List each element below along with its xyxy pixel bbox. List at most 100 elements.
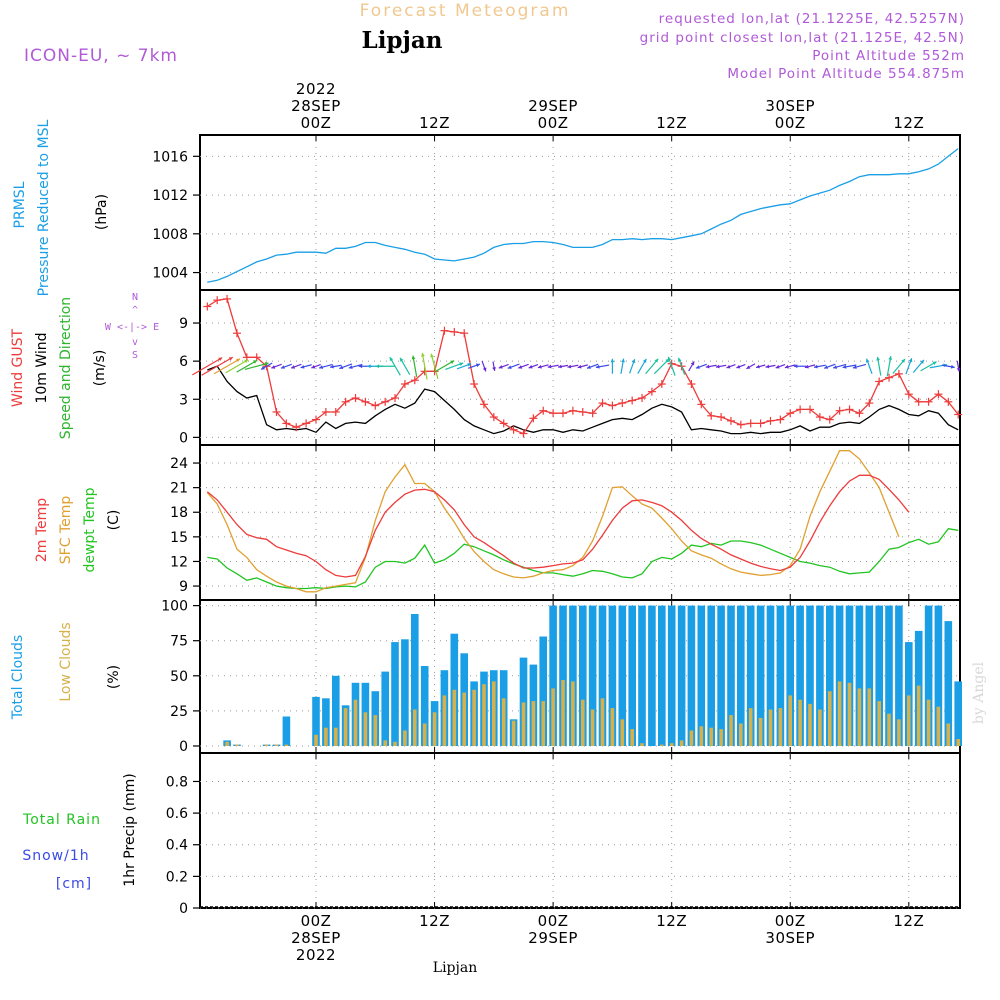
gust-marker — [282, 419, 291, 428]
wind-arrow-head — [677, 357, 682, 362]
total-cloud-bar — [756, 605, 765, 746]
wind-arrow — [244, 362, 269, 370]
gust-marker — [391, 393, 400, 402]
wind-arrow-head — [291, 365, 296, 369]
wind-arrow-head — [784, 364, 789, 369]
wind-arrow-head — [558, 364, 562, 369]
total-cloud-bar — [658, 605, 666, 746]
low-cloud-bar — [383, 740, 387, 746]
wind-arrow — [260, 362, 273, 370]
time-label: 00Z — [538, 114, 569, 132]
wind-arrow — [610, 358, 615, 374]
wind-arrow-head — [690, 361, 695, 366]
wind-arrow-head — [595, 364, 600, 369]
wind-arrow-head — [421, 352, 425, 357]
low-cloud-bar — [413, 709, 417, 746]
y-tick-label: 1016 — [152, 149, 188, 165]
wind-arrow-shaft — [201, 356, 234, 376]
gust-marker — [499, 419, 508, 428]
low-cloud-bar — [926, 699, 931, 746]
low-cloud-bar — [521, 702, 526, 746]
gust-marker — [934, 390, 943, 399]
low-cloud-bar — [669, 743, 674, 746]
y-tick-label: 6 — [179, 354, 188, 370]
low-cloud-bar — [452, 689, 457, 746]
total-cloud-bar — [282, 716, 291, 746]
low-cloud-bar — [482, 684, 486, 746]
low-cloud-bar — [472, 689, 476, 746]
total-cloud-bar — [845, 605, 854, 746]
wind-arrow-head — [793, 364, 798, 369]
gust-marker — [944, 397, 953, 406]
wind-arrow-head — [400, 357, 404, 362]
total-cloud-bar — [786, 605, 794, 746]
gust-marker — [351, 393, 360, 402]
total-cloud-bar — [519, 657, 528, 746]
y-tick-label: 3 — [179, 392, 188, 408]
gust-marker — [440, 326, 449, 335]
wind-arrow-head — [330, 364, 334, 369]
wind-arrow-head — [833, 365, 838, 369]
time-label: 12Z — [419, 912, 450, 930]
y-tick-label: 100 — [161, 599, 188, 615]
temperature-labels: 2m Temp SFC Temp dewpt Temp (C) — [34, 487, 122, 572]
dewpt-label: dewpt Temp — [82, 487, 98, 572]
total-cloud-bar — [697, 605, 706, 746]
low-cloud-bar — [699, 726, 704, 746]
gust-marker — [825, 415, 834, 424]
wind-arrow-head — [430, 353, 434, 358]
low-cloud-bar — [867, 688, 872, 746]
wind-arrow-head — [852, 365, 857, 369]
low-cloud-bar — [324, 727, 328, 746]
wind-arrow-head — [726, 364, 731, 369]
sfc-temp-line — [206, 450, 900, 593]
time-label: 00Z — [775, 912, 806, 930]
low-cloud-bar — [274, 744, 279, 746]
low-cloud-bar — [284, 744, 289, 746]
gust-marker — [460, 329, 469, 338]
wind-arrow-head — [459, 362, 464, 366]
wind-arrow-head — [775, 364, 780, 369]
gust-marker — [815, 413, 824, 422]
wind-arrow-head — [610, 358, 615, 363]
low-cloud-bar — [719, 729, 723, 746]
wind-arrow-head — [300, 364, 305, 369]
total-cloud-bar — [924, 605, 933, 746]
wind-arrow — [852, 363, 867, 369]
wind-arrow — [645, 358, 659, 375]
low-cloud-bar — [798, 699, 802, 746]
wind-arrow — [886, 356, 893, 377]
wind-arrow — [892, 358, 906, 374]
wind-arrow — [755, 364, 766, 369]
wind-arrow-head — [411, 355, 416, 360]
y-tick-label: 0.2 — [166, 869, 188, 885]
wind-arrow — [577, 364, 588, 369]
time-label: 2022 — [296, 946, 336, 964]
low-cloud-bar — [907, 695, 911, 746]
wind-arrow — [213, 358, 241, 375]
gust-marker — [479, 400, 488, 409]
wind-arrow-head — [271, 365, 276, 369]
pressure-label-2: Pressure Reduced to MSL — [36, 119, 52, 296]
wind-arrow-head — [876, 356, 881, 361]
snow-unit-label: [cm] — [56, 876, 92, 892]
gust-marker — [776, 415, 785, 424]
wind-arrow — [784, 364, 796, 369]
time-label: 12Z — [656, 912, 687, 930]
wind-arrow — [823, 363, 836, 369]
low-cloud-bar — [857, 688, 862, 746]
total-cloud-bar — [727, 605, 735, 746]
low-cloud-bar — [709, 727, 713, 746]
wind-arrow-head — [577, 364, 582, 369]
low-cloud-bar — [620, 719, 625, 746]
low-cloud-bar — [501, 698, 506, 746]
low-cloud-bar — [729, 715, 733, 746]
gust-marker — [509, 425, 518, 434]
wind-arrow-head — [518, 365, 523, 369]
wind-panel: 0 3 6 9 — [179, 289, 963, 446]
gust-marker — [292, 423, 301, 432]
wind-arrow-head — [888, 356, 893, 360]
gust-marker — [746, 419, 755, 428]
low-cloud-bar — [847, 682, 852, 746]
